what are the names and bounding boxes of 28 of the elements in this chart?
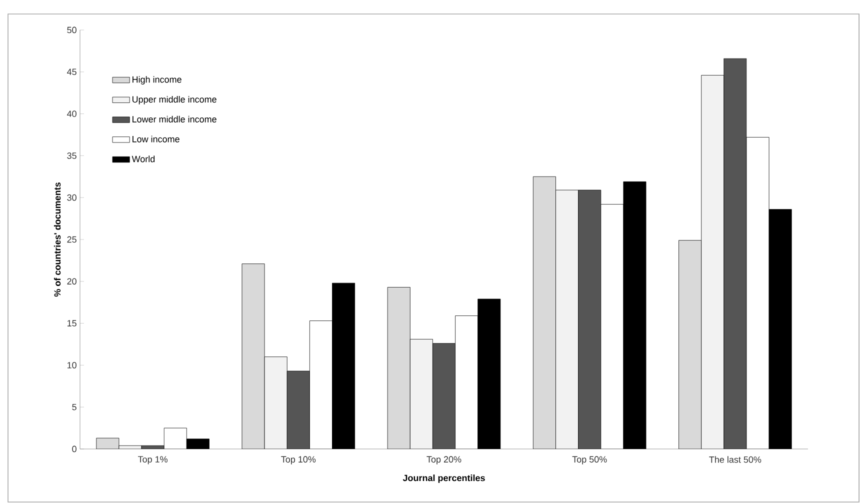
legend-label: World [132,156,155,162]
legend-label: Upper middle income [132,96,216,104]
x-axis-title: Journal percentiles [402,474,485,483]
y-tick-label: 20 [67,278,76,285]
y-tick-label: 10 [67,362,76,368]
y-tick-label: 45 [67,68,76,76]
y-tick-label: 15 [67,320,76,326]
bar [387,287,410,449]
bar [96,438,119,449]
x-tick-label: Top 10% [281,456,316,464]
y-tick-label: 30 [67,194,76,201]
y-tick-label: 25 [67,236,76,243]
y-tick-label: 5 [72,404,76,410]
x-tick-label: Top 20% [426,456,462,464]
legend-label: High income [132,76,182,84]
bar [678,240,702,449]
legend-label: Low income [132,136,180,142]
y-tick-label: 40 [67,110,76,117]
legend-label: Lower middle income [132,116,216,122]
bar [532,176,556,449]
y-tick-label: 35 [67,152,76,159]
y-tick-label: 0 [72,446,76,452]
x-tick-label: Top 1% [138,456,168,464]
x-tick-label: The last 50% [709,456,762,463]
x-tick-label: Top 50% [572,456,607,464]
y-tick-label: 50 [67,26,76,34]
y-axis-title: % of countries' documents [54,182,61,297]
bar [242,264,265,449]
